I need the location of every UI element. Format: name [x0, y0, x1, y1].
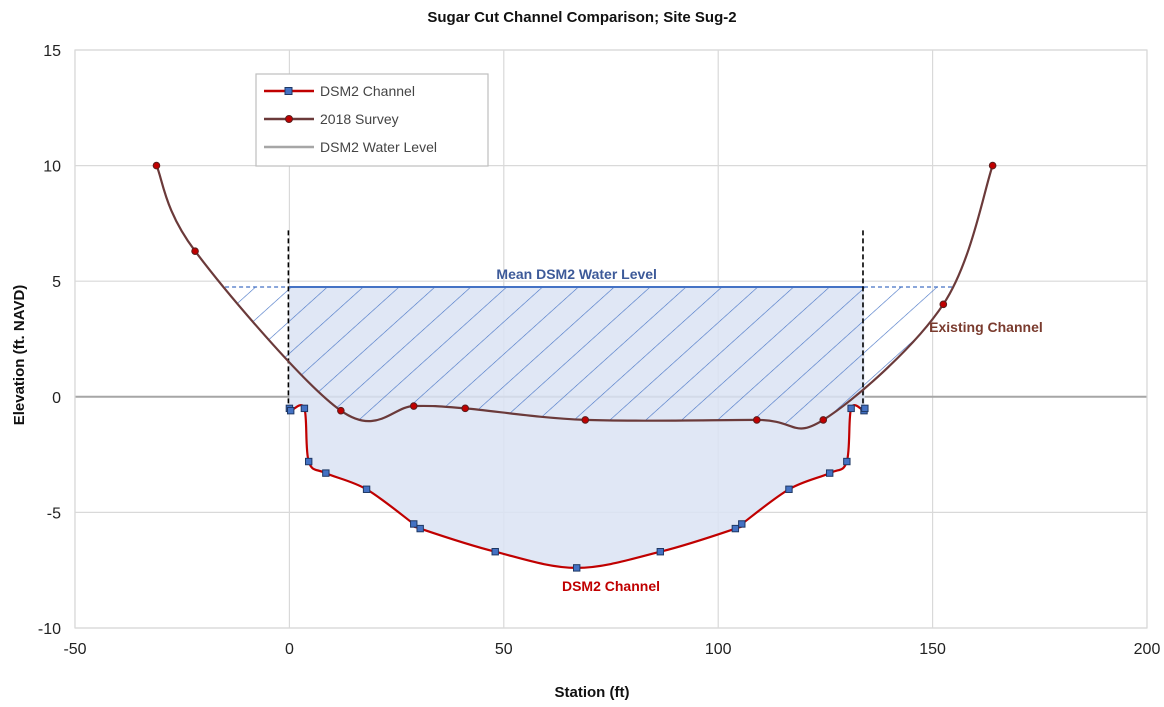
- dsm2-channel-point: [304, 457, 313, 466]
- survey-point: [939, 300, 948, 309]
- x-tick-label: -50: [63, 641, 86, 658]
- series-markers: [152, 161, 997, 572]
- annotation-label: Existing Channel: [929, 319, 1043, 335]
- y-tick-label: 5: [52, 274, 61, 291]
- y-tick-label: 10: [43, 159, 61, 176]
- dsm2-channel-point: [656, 548, 665, 556]
- legend-label: DSM2 Channel: [320, 83, 415, 99]
- dsm2-channel-point: [731, 524, 740, 533]
- legend-label: 2018 Survey: [320, 111, 399, 127]
- annotations: Mean DSM2 Water Level Existing Channel DSM…: [496, 266, 1042, 594]
- y-tick-label: 15: [43, 43, 61, 60]
- survey-point: [752, 416, 761, 424]
- dsm2-channel-point: [322, 469, 330, 477]
- dsm2-channel-point: [286, 406, 295, 415]
- annotation-label: DSM2 Channel: [562, 578, 660, 594]
- survey-point: [191, 247, 199, 255]
- x-tick-label: 100: [705, 641, 732, 658]
- plot-area-border: [74, 49, 1148, 629]
- dsm2-channel-point: [491, 548, 499, 556]
- x-tick-label: 0: [285, 641, 294, 658]
- y-tick-label: 0: [52, 390, 61, 407]
- series-2018-survey: [155, 165, 994, 430]
- x-axis-title: Station (ft): [555, 684, 630, 701]
- dsm2-channel-point: [410, 520, 418, 528]
- legend-swatch-marker: [285, 115, 293, 123]
- dsm2-channel-point: [861, 404, 869, 413]
- y-axis-title: Elevation (ft. NAVD): [11, 285, 28, 426]
- legend-label: DSM2 Water Level: [320, 139, 437, 155]
- survey-point: [409, 402, 418, 410]
- dsm2-channel-point: [847, 404, 855, 413]
- dsm2-channel-point: [300, 404, 309, 413]
- survey-point: [152, 161, 161, 170]
- dsm2-channel-point: [362, 485, 371, 493]
- y-tick-label: -5: [47, 505, 61, 522]
- y-tick-label: -10: [38, 621, 61, 638]
- x-tick-label: 50: [495, 641, 513, 658]
- x-tick-label: 150: [919, 641, 946, 658]
- fills: [223, 286, 954, 568]
- survey-point: [461, 404, 470, 413]
- survey-point: [988, 161, 997, 170]
- survey-point: [581, 416, 590, 424]
- dsm2-channel-point: [843, 457, 851, 466]
- dsm2-channel-point: [785, 485, 793, 493]
- dsm2-channel-point: [825, 469, 834, 477]
- survey-point: [337, 406, 345, 415]
- survey-point: [819, 416, 828, 424]
- annotation-label: Mean DSM2 Water Level: [496, 266, 657, 282]
- survey-hatch-fill: [223, 286, 954, 429]
- legend: DSM2 Channel 2018 Survey DSM2 Water Level: [255, 73, 489, 167]
- dsm2-channel-point: [738, 520, 746, 528]
- dsm2-channel-point: [416, 524, 424, 533]
- dsm2-channel-point: [572, 564, 581, 572]
- x-tick-label: 200: [1134, 641, 1161, 658]
- chart-title: Sugar Cut Channel Comparison; Site Sug-2: [427, 9, 736, 26]
- legend-swatch-marker: [284, 87, 293, 95]
